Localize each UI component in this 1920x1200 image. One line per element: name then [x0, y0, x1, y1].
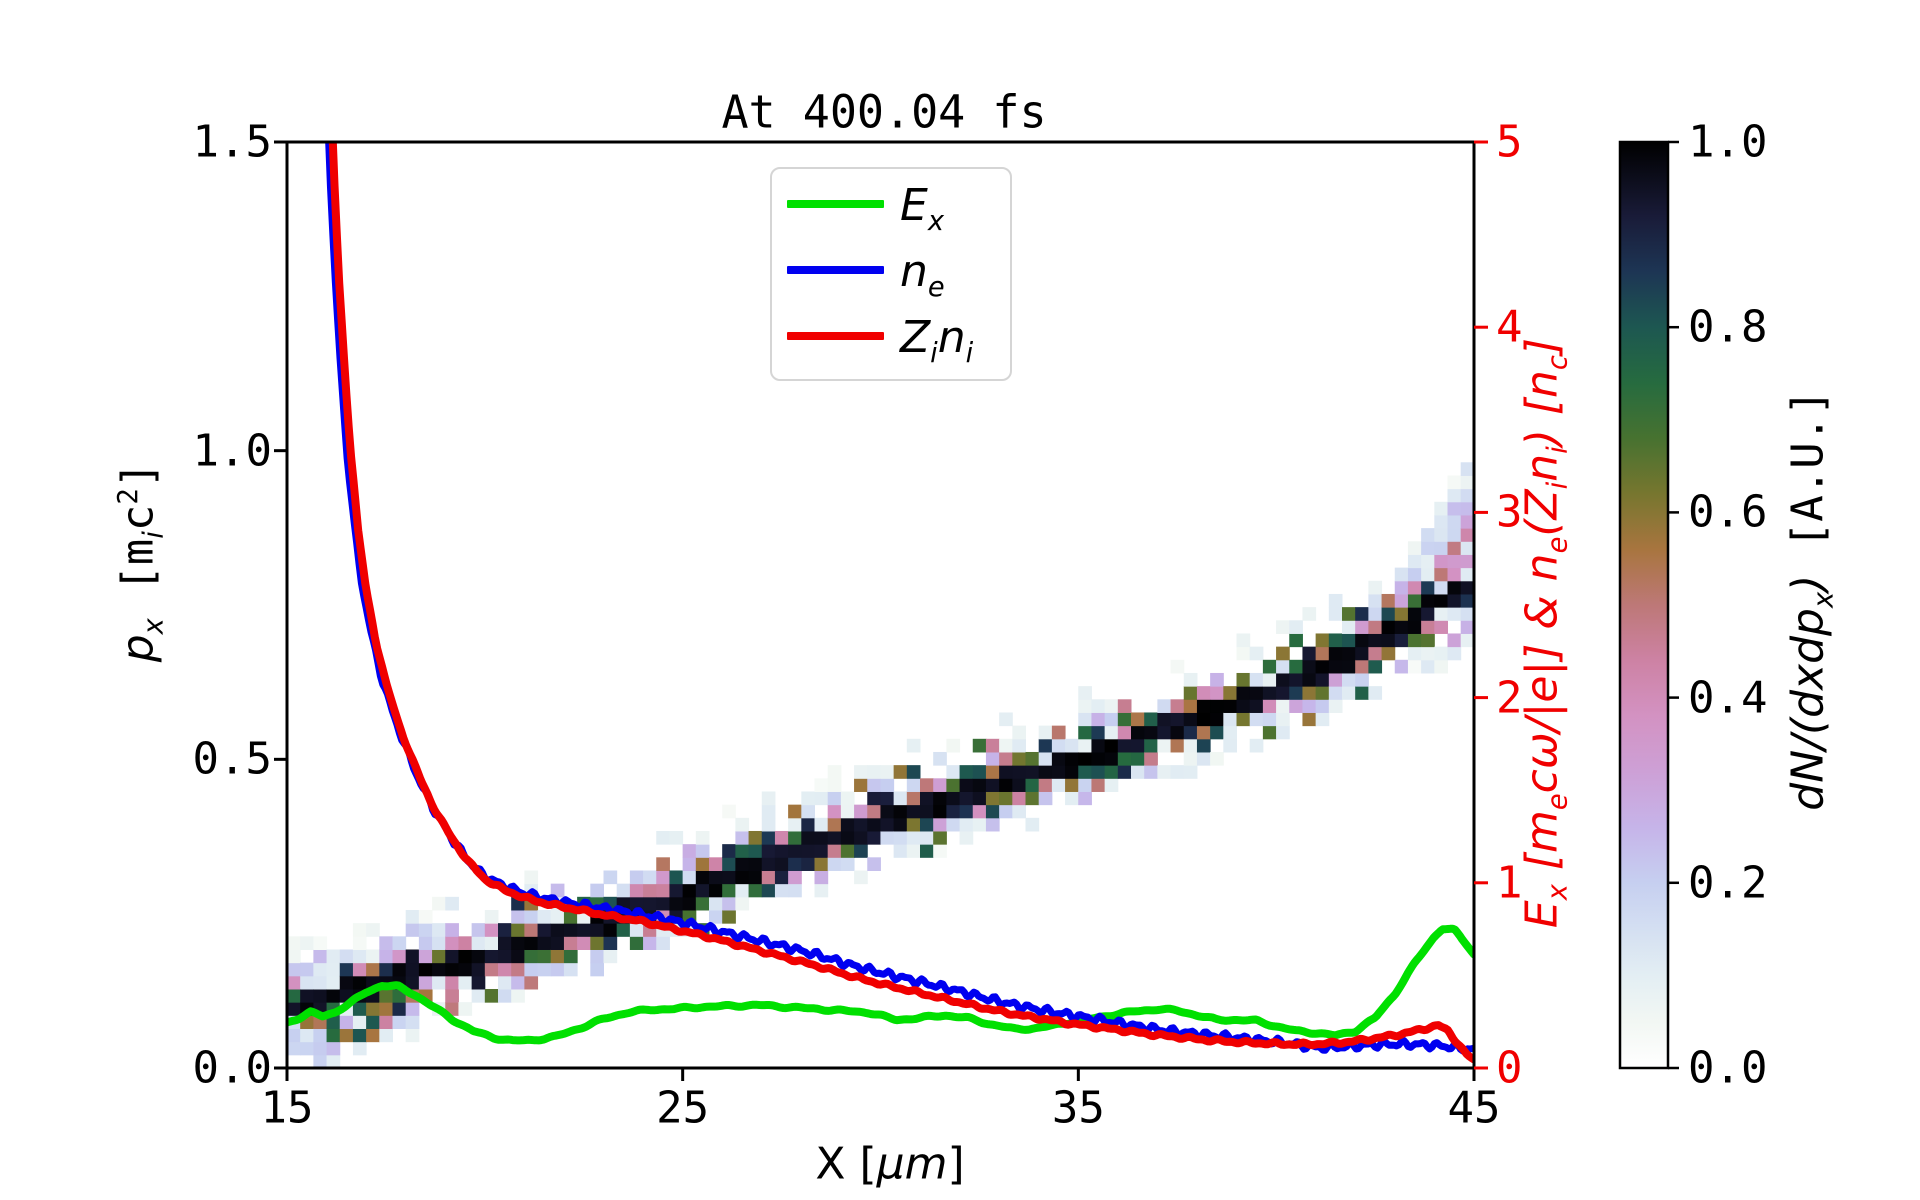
- legend-item-label: Ex: [900, 180, 944, 237]
- series-zini: [328, 142, 1474, 1064]
- colorbar: [1618, 140, 1670, 1070]
- y-right-tick-label: 2: [1496, 672, 1523, 724]
- y-right-tick-label: 3: [1496, 486, 1523, 538]
- cb-sub: x: [1808, 591, 1840, 609]
- colorbar-tick-label: 0.0: [1688, 1042, 1768, 1094]
- legend-line: [787, 200, 884, 208]
- y-left-b1: [m: [112, 538, 164, 619]
- y-right-s2: cω/|e|] & n: [1516, 553, 1568, 794]
- y-left-msub: i: [138, 531, 170, 539]
- y-right-tick-label: 4: [1496, 301, 1523, 353]
- y-left-tick-label: 0.0: [192, 1042, 272, 1094]
- x-axis-label-mu: μm: [876, 1138, 948, 1190]
- y-right-s2sub: e: [1542, 536, 1574, 554]
- y-right-s3: (Z: [1516, 489, 1568, 537]
- legend-item: ne: [772, 246, 1010, 301]
- y-left-axis-label: px [mic2]: [112, 461, 170, 663]
- cb-main: dN/(dxdp: [1782, 608, 1834, 811]
- legend: Ex ne Zini: [770, 167, 1012, 381]
- plot-title: At 400.04 fs: [721, 85, 1047, 139]
- x-axis-label-post: ]: [947, 1138, 965, 1190]
- y-right-tick-label: 1: [1496, 857, 1523, 909]
- y-left-tick-label: 0.5: [192, 733, 272, 785]
- curves-layer: [287, 142, 1474, 1064]
- x-tick-label: 35: [1051, 1082, 1105, 1134]
- legend-item-label: ne: [900, 246, 945, 303]
- y-right-s1: [m: [1516, 810, 1568, 885]
- cb-close: ): [1782, 574, 1834, 592]
- colorbar-tick-label: 0.2: [1688, 857, 1768, 909]
- x-tick-label: 45: [1447, 1082, 1501, 1134]
- x-axis-label: X [μm]: [815, 1139, 964, 1190]
- legend-item-label: Zini: [900, 312, 974, 369]
- y-left-b2: ]: [112, 461, 164, 489]
- legend-item: Zini: [772, 312, 1010, 367]
- x-axis-label-pre: X [: [815, 1138, 877, 1190]
- x-tick-label: 25: [656, 1082, 710, 1134]
- colorbar-tick-label: 0.6: [1688, 486, 1768, 538]
- y-right-s1sub: e: [1542, 793, 1574, 811]
- y-left-p: p: [112, 634, 164, 663]
- y-right-s4sub: i: [1542, 446, 1574, 454]
- legend-item: Ex: [772, 180, 1010, 235]
- axes-spines: [285, 140, 1476, 1070]
- y-left-c: c: [112, 504, 164, 532]
- series-ex: [287, 924, 1474, 1045]
- y-right-s4: n: [1516, 453, 1568, 482]
- y-left-psub: x: [138, 618, 170, 635]
- heatmap-layer: [287, 462, 1474, 1068]
- y-right-s0sub: x: [1542, 884, 1574, 901]
- y-right-tick-label: 0: [1496, 1042, 1523, 1094]
- y-left-tick-label: 1.0: [192, 425, 272, 477]
- y-right-s0: E: [1516, 900, 1568, 929]
- colorbar-tick-label: 0.4: [1688, 672, 1768, 724]
- y-right-tick-label: 5: [1496, 116, 1523, 168]
- y-right-s3sub: i: [1542, 481, 1574, 490]
- y-right-s5: ) [n: [1516, 370, 1568, 447]
- y-right-axis-label: Ex [mecω/|e|] & ne(Zini) [nc]: [1516, 337, 1574, 929]
- y-right-s6: ]: [1516, 337, 1568, 356]
- colorbar-tick-label: 0.8: [1688, 301, 1768, 353]
- y-left-sup: 2: [112, 488, 144, 505]
- y-right-s5sub: c: [1542, 355, 1574, 371]
- x-tick-label: 15: [260, 1082, 314, 1134]
- colorbar-label: dN/(dxdpx) [A.U.]: [1782, 389, 1840, 811]
- legend-line: [787, 332, 884, 340]
- legend-line: [787, 266, 884, 274]
- colorbar-tick-label: 1.0: [1688, 116, 1768, 168]
- cb-unit: [A.U.]: [1782, 389, 1834, 575]
- y-left-tick-label: 1.5: [192, 116, 272, 168]
